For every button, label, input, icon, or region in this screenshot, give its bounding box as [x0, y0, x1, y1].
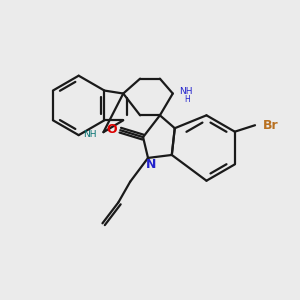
- Text: N: N: [146, 158, 156, 171]
- Text: Br: Br: [263, 119, 279, 132]
- Text: NH: NH: [179, 87, 192, 96]
- Text: NH: NH: [83, 130, 96, 139]
- Text: H: H: [185, 95, 191, 104]
- Text: O: O: [106, 123, 117, 136]
